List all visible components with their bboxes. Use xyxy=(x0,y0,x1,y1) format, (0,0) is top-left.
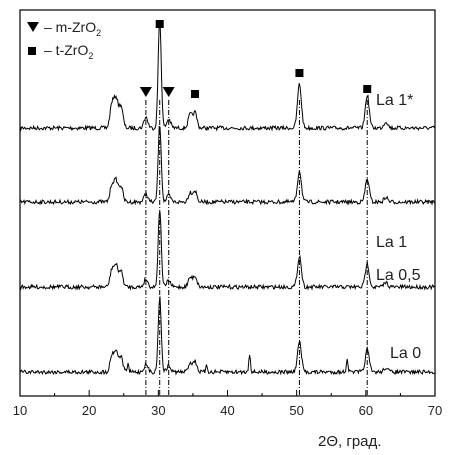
legend-entry-t-zro2: – t-ZrO2 xyxy=(28,42,93,61)
series-label: La 0 xyxy=(390,345,421,362)
triangle-down-icon xyxy=(27,22,39,32)
legend: – m-ZrO2 – t-ZrO2 xyxy=(27,19,101,61)
triangle-marker xyxy=(162,87,175,97)
x-axis-ticks: 10 20 30 40 50 60 70 xyxy=(13,390,442,418)
x-tick-label: 30 xyxy=(151,403,165,418)
xrd-patterns xyxy=(19,20,435,376)
svg-text:– m-ZrO2: – m-ZrO2 xyxy=(44,19,101,38)
x-tick-label: 20 xyxy=(82,403,96,418)
series-label: La 1* xyxy=(376,92,413,109)
series-label: La 0,5 xyxy=(376,267,421,284)
triangle-marker xyxy=(139,87,152,97)
legend-entry-m-zro2: – m-ZrO2 xyxy=(27,19,101,38)
series-line xyxy=(19,296,435,376)
x-tick-label: 10 xyxy=(13,403,27,418)
series-label: La 1 xyxy=(376,234,407,251)
square-icon xyxy=(28,47,36,55)
x-tick-label: 70 xyxy=(428,403,442,418)
x-tick-label: 50 xyxy=(289,403,303,418)
phase-markers xyxy=(139,20,372,98)
x-tick-label: 60 xyxy=(359,403,373,418)
svg-text:– t-ZrO2: – t-ZrO2 xyxy=(44,42,93,61)
legend-sub-t: 2 xyxy=(88,51,93,61)
legend-label-t: – t-ZrO xyxy=(44,42,88,58)
x-axis-label: 2Θ, град. xyxy=(318,433,381,450)
series-line xyxy=(19,125,435,206)
legend-sub-m: 2 xyxy=(96,28,101,38)
x-tick-label: 40 xyxy=(220,403,234,418)
square-marker xyxy=(155,20,164,28)
square-marker xyxy=(363,85,372,93)
series-labels: La 1* La 1 La 0,5 La 0 xyxy=(376,92,421,362)
square-marker xyxy=(295,69,304,77)
legend-label-m: – m-ZrO xyxy=(44,19,96,35)
series-line xyxy=(19,20,435,132)
series-line xyxy=(19,211,435,291)
reference-lines xyxy=(145,100,368,396)
square-marker xyxy=(190,90,199,98)
